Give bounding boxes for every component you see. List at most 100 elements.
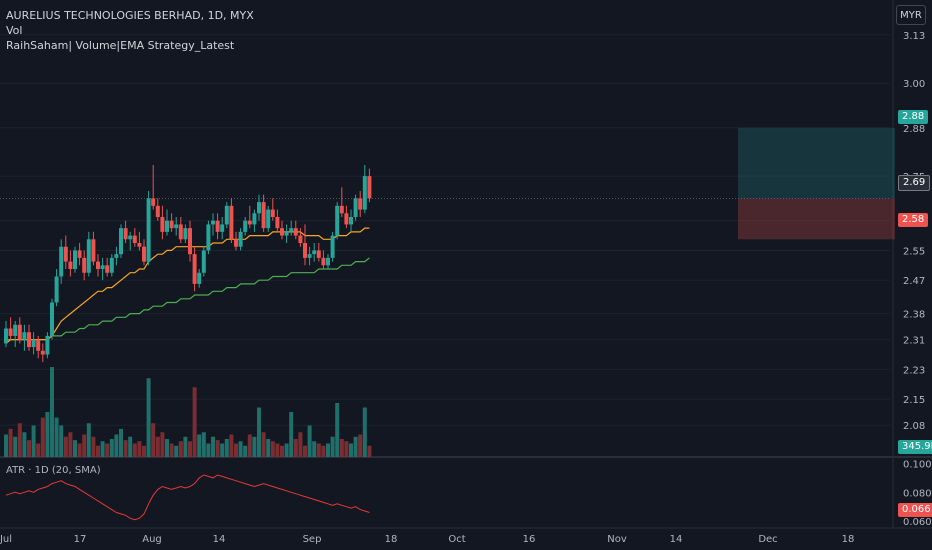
candle-body xyxy=(197,272,202,284)
chart-legend: AURELIUS TECHNOLOGIES BERHAD, 1D, MYX Vo… xyxy=(6,8,254,53)
candle-body xyxy=(201,250,206,273)
candle-body xyxy=(17,324,22,340)
candle-body xyxy=(238,231,243,247)
volume-bar xyxy=(252,436,257,457)
candle-body xyxy=(22,332,27,340)
candle-body xyxy=(114,254,119,258)
candle-body xyxy=(174,224,179,229)
volume-bar xyxy=(155,436,160,457)
candle-body xyxy=(234,239,238,247)
volume-bar xyxy=(165,439,169,457)
volume-bar xyxy=(220,443,225,457)
candle-body xyxy=(349,216,353,225)
volume-indicator-label[interactable]: Vol xyxy=(6,24,23,37)
time-tick-label: 14 xyxy=(670,534,683,545)
candle-body xyxy=(330,235,335,258)
volume-bar xyxy=(289,412,294,457)
candle-body xyxy=(82,257,87,273)
price-tick-label: 2.88 xyxy=(903,124,925,135)
candle-body xyxy=(284,231,289,236)
candle-body xyxy=(344,213,349,225)
volume-bar xyxy=(50,367,54,457)
volume-bar xyxy=(349,443,353,457)
volume-bar xyxy=(142,445,146,457)
volume-bar xyxy=(128,436,133,457)
candle-body xyxy=(96,261,100,270)
price-tick-label: 2.38 xyxy=(903,310,925,321)
volume-bar xyxy=(353,436,358,457)
candle-body xyxy=(8,328,13,336)
candle-body xyxy=(77,250,82,258)
volume-bar xyxy=(211,436,215,457)
candle-body xyxy=(367,176,372,199)
symbol-title[interactable]: AURELIUS TECHNOLOGIES BERHAD, 1D, MYX xyxy=(6,9,254,22)
volume-bar xyxy=(293,439,298,457)
candle-body xyxy=(119,228,123,255)
volume-bar xyxy=(27,440,31,457)
volume-bar xyxy=(132,443,137,457)
volume-bar xyxy=(307,425,312,457)
time-tick-label: Oct xyxy=(448,534,465,545)
volume-bar xyxy=(160,432,165,457)
currency-button[interactable]: MYR xyxy=(896,5,926,25)
candle-body xyxy=(132,235,137,244)
target-price-tag: 2.88 xyxy=(898,110,929,124)
volume-bar xyxy=(335,403,340,457)
time-tick-label: Nov xyxy=(607,534,627,545)
volume-bar xyxy=(100,441,105,457)
time-tick-label: 18 xyxy=(842,534,855,545)
atr-indicator-label[interactable]: ATR · 1D (20, SMA) xyxy=(6,465,101,476)
candle-body xyxy=(326,257,330,266)
candle-body xyxy=(151,198,156,206)
volume-bar xyxy=(54,417,59,457)
volume-bar xyxy=(188,441,192,457)
price-tick-label: 3.13 xyxy=(903,31,925,42)
position-stop-zone xyxy=(738,198,895,240)
volume-bar xyxy=(59,425,64,457)
volume-bar xyxy=(280,445,284,457)
volume-bar xyxy=(303,445,307,457)
atr-value-tag: 0.066 xyxy=(898,503,932,517)
volume-bar xyxy=(68,432,73,457)
price-tick-label: 2.23 xyxy=(903,365,925,376)
price-tick-label: 2.55 xyxy=(903,246,925,257)
volume-bar xyxy=(330,436,335,457)
volume-bar xyxy=(63,436,68,457)
candle-body xyxy=(59,246,64,277)
volume-bar xyxy=(312,441,317,457)
volume-bar xyxy=(114,434,119,457)
ema-long-line xyxy=(6,257,370,341)
volume-bar xyxy=(243,445,248,457)
ema-short-line xyxy=(5,227,370,344)
volume-bar xyxy=(96,445,100,457)
volume-bar xyxy=(151,423,156,457)
volume-bar xyxy=(206,443,211,457)
candle-body xyxy=(68,261,73,270)
volume-bar xyxy=(229,434,234,457)
volume-bar xyxy=(367,445,372,457)
volume-bar xyxy=(137,441,142,457)
volume-bar xyxy=(45,412,50,457)
candle-body xyxy=(183,228,188,240)
candle-body xyxy=(312,250,317,255)
volume-bar xyxy=(174,445,179,457)
candle-body xyxy=(36,339,41,351)
volume-bar xyxy=(339,439,344,457)
candle-body xyxy=(128,235,133,240)
volume-bar xyxy=(17,423,22,457)
candle-body xyxy=(169,220,174,229)
candle-body xyxy=(54,276,59,303)
price-tick-label: 2.15 xyxy=(903,395,925,406)
time-tick-label: 16 xyxy=(523,534,536,545)
volume-bar xyxy=(275,443,280,457)
volume-bar xyxy=(22,432,27,457)
candle-body xyxy=(123,228,128,240)
candle-body xyxy=(280,228,284,236)
candle-body xyxy=(298,235,303,244)
time-tick-label: Jul xyxy=(0,534,12,545)
atr-tick-label: 0.080 xyxy=(903,488,932,499)
volume-bar xyxy=(224,439,229,457)
candle-body xyxy=(31,339,36,348)
strategy-indicator-label[interactable]: RaihSaham| Volume|EMA Strategy_Latest xyxy=(6,39,235,52)
